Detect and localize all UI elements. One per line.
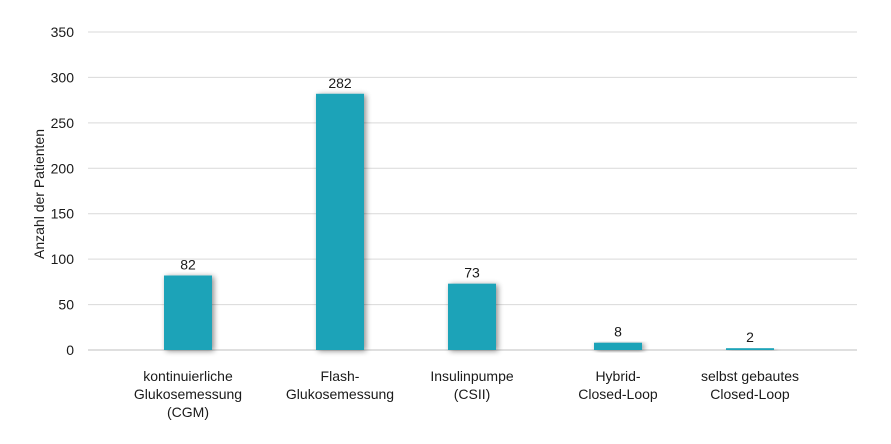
gridlines xyxy=(88,31,857,351)
x-axis-categories: kontinuierliche Glukosemessung (CGM) Flash-… xyxy=(134,368,799,420)
x-category-label: kontinuierliche Glukosemessung (CGM) xyxy=(134,368,242,420)
bar xyxy=(448,283,496,350)
data-label: 82 xyxy=(180,256,196,272)
y-tick-label: 300 xyxy=(51,69,75,85)
x-category-label: Hybrid-Closed-Loop xyxy=(578,368,658,402)
data-label: 73 xyxy=(464,265,480,281)
bar xyxy=(726,348,774,350)
bars xyxy=(164,93,774,350)
y-axis-ticks: 0 50 100 150 200 250 300 350 xyxy=(51,24,75,358)
y-tick-label: 50 xyxy=(58,297,74,313)
x-category-label: selbst gebautes Closed-Loop xyxy=(701,368,799,402)
y-tick-label: 250 xyxy=(51,115,75,131)
bar xyxy=(164,275,212,350)
x-category-label: Flash-Glukosemessung xyxy=(286,368,394,402)
y-tick-label: 100 xyxy=(51,251,75,267)
y-tick-label: 350 xyxy=(51,24,75,40)
y-tick-label: 0 xyxy=(66,342,74,358)
data-label: 8 xyxy=(614,324,622,340)
x-category-label: Insulinpumpe (CSII) xyxy=(430,368,513,402)
data-label: 2 xyxy=(746,329,754,345)
y-tick-label: 150 xyxy=(51,206,75,222)
y-tick-label: 200 xyxy=(51,160,75,176)
data-label: 282 xyxy=(328,75,352,91)
y-axis-title: Anzahl der Patienten xyxy=(31,129,47,259)
bar xyxy=(316,93,364,350)
bar xyxy=(594,342,642,350)
